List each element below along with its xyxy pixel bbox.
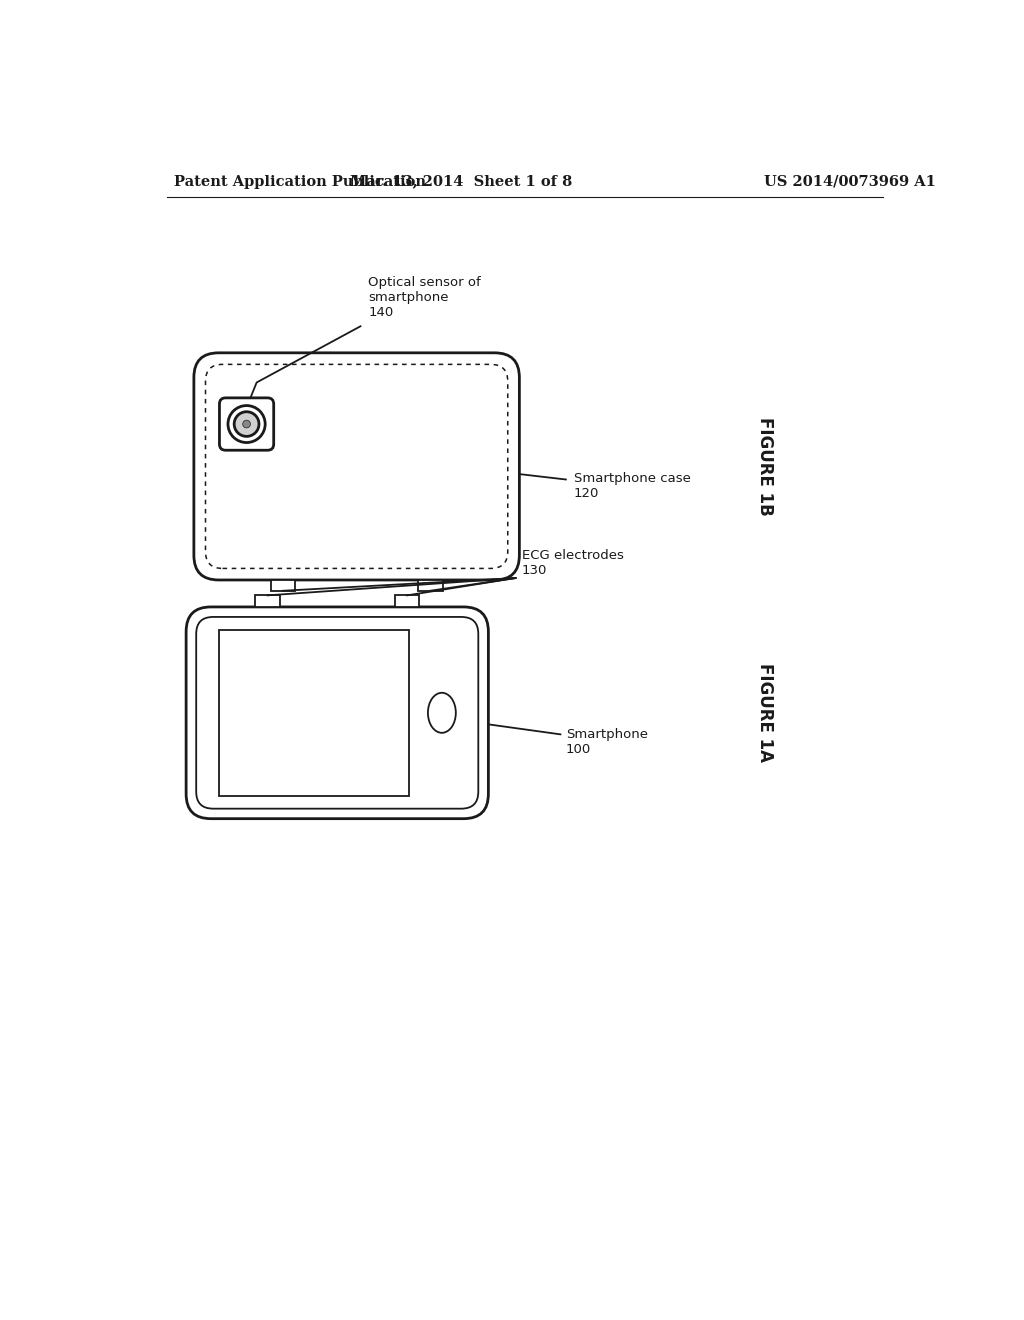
Text: Patent Application Publication: Patent Application Publication [174, 174, 427, 189]
Text: FIGURE 1B: FIGURE 1B [756, 417, 774, 516]
Bar [394, 595, 420, 607]
Bar [255, 595, 280, 607]
Bar [418, 579, 442, 591]
Text: ECG electrodes
130: ECG electrodes 130 [521, 549, 624, 577]
FancyBboxPatch shape [219, 397, 273, 450]
FancyBboxPatch shape [186, 607, 488, 818]
Bar [270, 579, 295, 591]
Ellipse shape [428, 693, 456, 733]
Circle shape [243, 420, 251, 428]
Text: FIGURE 1A: FIGURE 1A [756, 664, 774, 763]
Bar [219, 630, 409, 796]
Text: Optical sensor of
smartphone
140: Optical sensor of smartphone 140 [369, 276, 481, 318]
Text: US 2014/0073969 A1: US 2014/0073969 A1 [764, 174, 935, 189]
FancyBboxPatch shape [194, 352, 519, 579]
Circle shape [234, 412, 259, 437]
Text: Smartphone case
120: Smartphone case 120 [573, 471, 690, 500]
FancyBboxPatch shape [197, 616, 478, 809]
Circle shape [228, 405, 265, 442]
Text: Mar. 13, 2014  Sheet 1 of 8: Mar. 13, 2014 Sheet 1 of 8 [350, 174, 572, 189]
Text: Smartphone
100: Smartphone 100 [566, 729, 648, 756]
